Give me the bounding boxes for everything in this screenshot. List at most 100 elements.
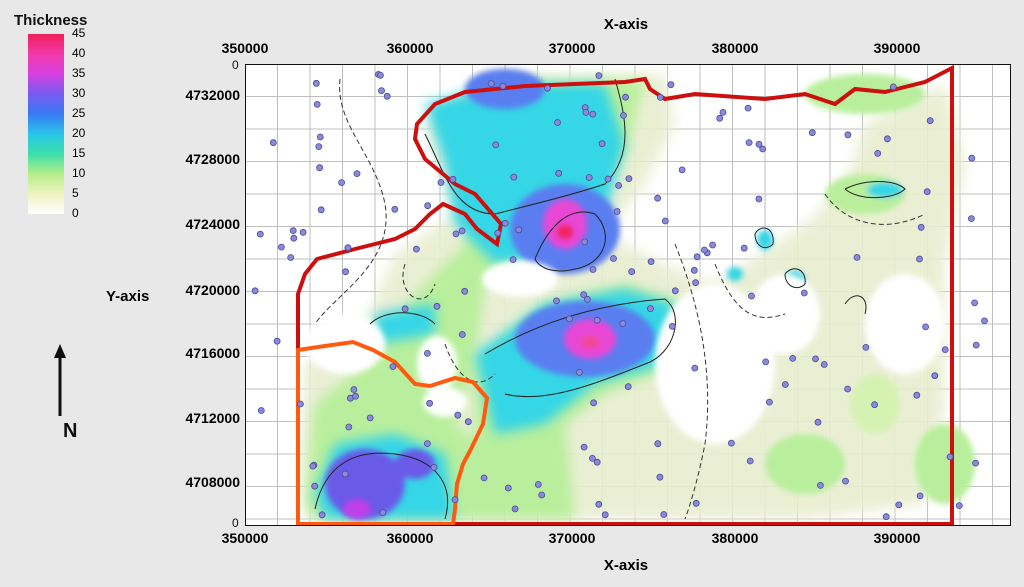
well-point	[946, 453, 954, 461]
surface-hole	[423, 387, 467, 417]
thickness-map	[245, 64, 1011, 526]
well-point	[700, 246, 708, 254]
well-point	[619, 320, 627, 328]
well-point	[585, 174, 593, 181]
well-point	[755, 140, 763, 148]
well-point	[624, 383, 632, 391]
well-point	[678, 166, 686, 174]
x-axis-title-bottom: X-axis	[603, 557, 649, 574]
well-point	[844, 131, 852, 139]
y-tick: 4732000	[185, 87, 240, 103]
well-point	[487, 80, 495, 88]
well-point	[895, 501, 903, 509]
surface-cyan-area	[757, 230, 773, 250]
north-label: N	[63, 420, 78, 442]
well-point	[499, 82, 507, 90]
contour-dashed	[314, 78, 926, 520]
well-point	[656, 94, 664, 101]
well-point	[766, 398, 773, 406]
well-point	[595, 500, 603, 508]
legend-label: 45	[72, 26, 86, 40]
legend-label: 10	[72, 166, 86, 180]
corner-zero-bottom: 0	[232, 516, 239, 530]
well-point	[654, 440, 662, 448]
well-point	[744, 104, 752, 112]
surface-magenta-peak	[543, 199, 587, 249]
well-point	[719, 109, 727, 116]
y-tick: 4712000	[185, 410, 240, 426]
well-point	[981, 317, 988, 325]
legend-label: 40	[72, 46, 86, 60]
well-point	[430, 463, 438, 471]
well-point	[931, 372, 939, 380]
well-point	[923, 188, 931, 196]
well-point	[955, 502, 963, 510]
legend-label: 25	[72, 106, 86, 120]
well-point	[604, 175, 612, 183]
well-point	[458, 227, 466, 235]
well-point	[654, 194, 662, 202]
well-point	[454, 411, 462, 419]
corner-zero-top: 0	[232, 58, 239, 72]
well-point	[534, 481, 542, 488]
well-point	[692, 279, 700, 287]
well-point	[458, 331, 466, 338]
well-point	[423, 440, 431, 448]
well-point	[745, 139, 753, 146]
well-point	[853, 253, 861, 261]
well-point	[660, 511, 668, 518]
well-point	[941, 346, 949, 354]
well-point	[480, 474, 488, 482]
well-point	[581, 238, 589, 246]
well-point	[812, 355, 819, 363]
well-point	[844, 385, 851, 393]
well-point	[871, 401, 878, 409]
well-point	[926, 117, 934, 125]
well-point	[582, 109, 590, 116]
well-point	[817, 481, 824, 489]
well-point	[656, 473, 664, 481]
surface-hole	[417, 336, 457, 392]
well-point	[273, 337, 281, 345]
well-point	[544, 84, 551, 92]
well-point	[553, 297, 560, 305]
well-point	[391, 205, 399, 213]
well-point	[383, 92, 391, 100]
well-point	[884, 135, 891, 143]
well-point	[922, 323, 929, 331]
well-point	[269, 139, 277, 147]
well-point	[309, 462, 317, 470]
x-tick-top: 350000	[221, 40, 269, 56]
surface-cyan-area	[867, 182, 903, 198]
well-point	[423, 349, 431, 357]
well-point	[716, 114, 724, 122]
well-point	[661, 217, 669, 225]
legend-label: 30	[72, 86, 86, 100]
y-tick: 4720000	[185, 282, 240, 298]
well-point	[316, 133, 324, 141]
well-point	[345, 423, 353, 431]
well-point	[312, 79, 320, 87]
well-point	[464, 418, 472, 426]
well-point	[968, 154, 976, 162]
well-point	[501, 219, 509, 227]
well-point	[437, 179, 445, 186]
well-point	[862, 343, 870, 351]
well-point	[449, 175, 457, 183]
well-point	[315, 143, 323, 150]
well-point	[593, 316, 601, 324]
well-point	[451, 496, 459, 504]
well-point	[251, 287, 259, 295]
well-point	[690, 266, 698, 274]
well-point	[389, 363, 397, 371]
well-point	[882, 513, 890, 521]
y-tick: 4724000	[185, 216, 240, 232]
x-tick-bottom: 370000	[548, 530, 596, 546]
well-point	[341, 470, 349, 478]
well-point	[667, 81, 675, 89]
well-point	[913, 391, 921, 399]
well-point	[647, 258, 655, 266]
well-point	[620, 112, 627, 119]
well-point	[647, 305, 654, 313]
x-axis-title-top: X-axis	[603, 16, 649, 33]
